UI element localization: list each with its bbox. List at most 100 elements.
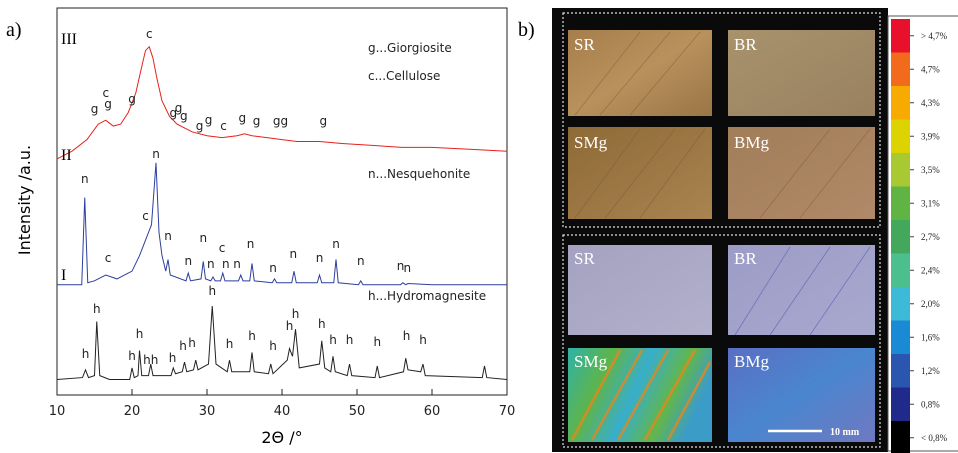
colorbar-label: 3,9% — [921, 131, 940, 141]
peak-label: h — [373, 335, 381, 349]
peak-label: h — [292, 307, 300, 321]
colorbar-swatch — [891, 253, 910, 287]
colorbar-label: > 4,7% — [921, 31, 948, 41]
peak-label: g — [253, 114, 261, 128]
peak-label: h — [329, 333, 337, 347]
peak-label: h — [318, 317, 326, 331]
y-axis-label: Intensity /a.u. — [15, 145, 34, 255]
peak-label: n — [207, 257, 215, 271]
peak-label: n — [332, 237, 340, 251]
peak-label: h — [188, 336, 196, 350]
plot-frame — [56, 7, 508, 396]
colorbar-label: 2,0% — [921, 299, 940, 309]
colorbar-label: 0,8% — [921, 399, 940, 409]
peak-label: n — [164, 229, 172, 243]
peak-label: h — [169, 351, 177, 365]
panel-a: a) 2Θ /° Intensity /a.u. — [6, 7, 508, 447]
colorbar-swatch — [891, 287, 910, 321]
colorbar-swatch — [891, 153, 910, 187]
wood-grain — [734, 246, 871, 336]
peak-label: n — [397, 259, 405, 273]
peak-label: c — [105, 251, 112, 265]
colorbar-swatch — [891, 52, 910, 86]
peak-label: n — [222, 257, 230, 271]
x-tick-label: 10 — [49, 404, 66, 419]
peak-label: h — [179, 339, 187, 353]
colorbar-swatch — [891, 354, 910, 388]
peak-label: g — [205, 113, 213, 127]
colorbar-swatch — [891, 421, 910, 453]
panel-label: a) — [6, 19, 22, 41]
xrd-trace — [56, 305, 508, 381]
peak-label: c — [142, 209, 149, 223]
peak-label: n — [403, 261, 411, 275]
colorbar-label: 2,4% — [921, 265, 940, 275]
sample-photo — [728, 245, 875, 335]
trace-label: I — [61, 267, 66, 284]
colorbar-swatch — [891, 220, 910, 254]
peak-label: g — [169, 106, 177, 120]
peak-label: n — [289, 247, 297, 261]
colorbar-swatch — [891, 387, 910, 421]
peak-label: n — [233, 257, 241, 271]
group-frame — [562, 234, 881, 448]
colorbar-swatch — [891, 86, 910, 120]
colorbar-swatch — [891, 320, 910, 354]
peak-label: g — [104, 97, 112, 111]
panel-label: b) — [518, 19, 535, 41]
colorbar-label: 3,1% — [921, 198, 940, 208]
colorbar-swatch — [891, 186, 910, 220]
sample-photo — [728, 348, 875, 442]
colorbar-label: 4,7% — [921, 64, 940, 74]
sample-label: SR — [574, 249, 595, 268]
peak-label: g — [91, 102, 99, 116]
colorbar-label: 2,7% — [921, 232, 940, 242]
colorbar-label: 1,2% — [921, 366, 940, 376]
peak-label: h — [82, 347, 90, 361]
x-tick-label: 60 — [424, 404, 441, 419]
sample-label: BR — [734, 249, 757, 268]
sample-label: SMg — [574, 133, 608, 152]
phase-note: h...Hydromagnesite — [368, 289, 486, 303]
peak-label: h — [269, 339, 277, 353]
peak-label: h — [248, 329, 256, 343]
peak-label: h — [128, 349, 136, 363]
sample-photo — [728, 127, 875, 219]
group-frame — [562, 12, 881, 228]
x-tick-label: 30 — [199, 404, 216, 419]
xrd-trace — [57, 162, 507, 286]
colorbar-label: 4,3% — [921, 98, 940, 108]
wood-grain — [574, 31, 871, 219]
phase-note: g...Giorgiosite — [368, 41, 452, 55]
peak-label: h — [419, 333, 427, 347]
peak-label: g — [175, 101, 183, 115]
phase-note: n...Nesquehonite — [368, 167, 470, 181]
peak-label: n — [269, 261, 277, 275]
peak-label: n — [152, 147, 160, 161]
peak-label: h — [403, 329, 411, 343]
panel-b: b) SR BR SMg BMg SR BR SMg BMg 10 mm > 4 — [518, 8, 958, 453]
peak-label: c — [146, 27, 153, 41]
trace-label: III — [61, 31, 77, 48]
peak-label: g — [238, 111, 246, 125]
sample-label: SR — [574, 35, 595, 54]
peak-label: h — [226, 337, 234, 351]
peak-label: hh — [143, 353, 158, 367]
colorbar: > 4,7% 4,7% 4,3% 3,9% 3,5% 3,1% 2,7% 2,4% 2,0% 1,… — [891, 19, 948, 453]
peak-label: g — [196, 119, 204, 133]
peak-label: n — [184, 254, 192, 268]
sample-label: BR — [734, 35, 757, 54]
scale-bar-label: 10 mm — [830, 427, 860, 438]
colorbar-label: < 0,8% — [921, 433, 948, 443]
peak-label: g — [128, 92, 136, 106]
moisture-stripes — [570, 349, 712, 441]
x-tick-label: 50 — [349, 404, 366, 419]
sample-label: BMg — [734, 133, 769, 152]
peak-label: c — [219, 241, 226, 255]
phase-note: c...Cellulose — [368, 69, 440, 83]
sample-photo — [568, 245, 712, 335]
peak-label: h — [346, 333, 354, 347]
colorbar-swatch — [891, 19, 910, 53]
